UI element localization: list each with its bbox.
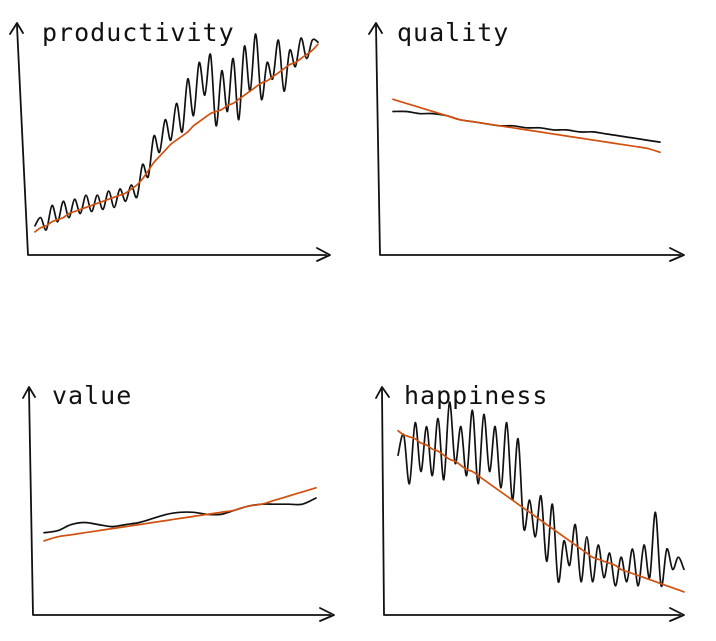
panel-quality: quality [368, 18, 685, 262]
trend-line [392, 98, 661, 154]
actual-line [34, 33, 319, 231]
actual-line [392, 110, 661, 143]
y-axis-arrow [22, 386, 335, 622]
plot-area [392, 98, 661, 154]
y-axis-arrow [368, 22, 685, 262]
panel-productivity: productivity [9, 18, 331, 262]
chart-title: value [52, 381, 132, 410]
plot-area [34, 33, 319, 233]
y-axis-arrow [375, 386, 685, 622]
trend-line [43, 486, 317, 542]
chart-title: quality [397, 18, 509, 47]
trend-line [34, 43, 319, 233]
plot-area [397, 401, 685, 593]
chart-title: happiness [404, 381, 548, 410]
panel-value: value [22, 381, 335, 622]
actual-line [397, 401, 685, 587]
actual-line [43, 497, 317, 534]
y-axis-arrow [9, 22, 331, 262]
plot-area [43, 486, 317, 542]
chart-title: productivity [42, 18, 235, 47]
panel-happiness: happiness [375, 381, 685, 622]
trend-line [397, 429, 685, 593]
